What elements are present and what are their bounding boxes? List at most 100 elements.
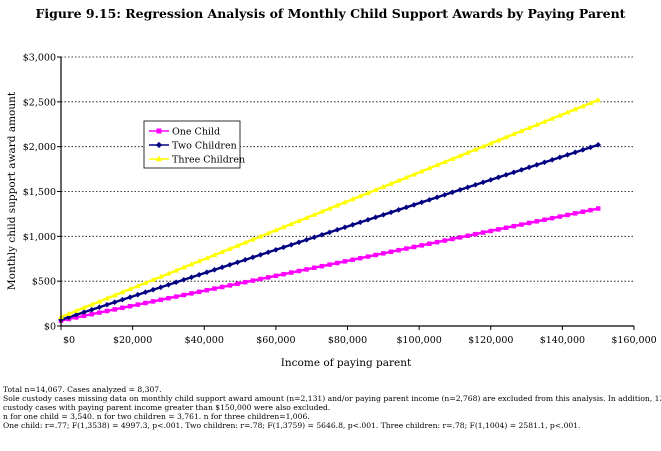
data-point [572, 149, 578, 156]
data-point [288, 221, 295, 227]
data-point [319, 263, 325, 269]
note-line: Sole custody cases missing data on month… [3, 394, 661, 404]
data-point [572, 106, 578, 112]
series-one-child [58, 206, 601, 323]
x-tick-label: $80,000 [328, 335, 367, 346]
data-point [395, 177, 402, 183]
data-point [111, 292, 118, 298]
data-point [196, 289, 202, 295]
data-point [219, 264, 225, 271]
data-point [465, 233, 470, 239]
data-point [396, 247, 401, 253]
data-point [411, 202, 417, 208]
data-point [381, 251, 386, 256]
legend-label: One Child [172, 127, 220, 138]
data-point [319, 231, 325, 238]
data-point [441, 192, 448, 198]
data-point [510, 169, 517, 176]
data-point [127, 303, 133, 309]
data-point [357, 193, 364, 199]
data-point [595, 142, 601, 148]
data-point [388, 209, 394, 216]
data-point [534, 219, 540, 224]
data-point [404, 246, 409, 251]
data-point [173, 279, 179, 286]
data-point [464, 149, 471, 155]
data-point [157, 273, 164, 279]
data-point [212, 286, 217, 291]
data-point [480, 230, 486, 235]
data-point [235, 281, 240, 287]
data-point [365, 190, 371, 196]
data-point [549, 215, 555, 221]
data-point [388, 249, 394, 255]
data-point [296, 217, 302, 223]
data-point [365, 254, 371, 259]
legend-marker [156, 128, 162, 134]
data-point [150, 286, 156, 293]
data-point [188, 261, 195, 267]
data-point [111, 299, 118, 306]
data-point [265, 230, 272, 236]
data-point [595, 206, 601, 211]
data-point [565, 212, 570, 218]
data-point [104, 301, 110, 308]
data-point [81, 309, 87, 316]
data-point [112, 307, 117, 312]
data-point [134, 283, 141, 289]
data-point [134, 291, 141, 298]
gridlines [61, 56, 634, 282]
data-point [196, 271, 202, 278]
data-point [143, 300, 148, 306]
x-tick-label: $20,000 [113, 335, 152, 346]
data-point [564, 152, 571, 158]
legend-label: Three Children [172, 155, 245, 166]
data-point [303, 214, 310, 220]
data-point [342, 259, 348, 264]
y-tick-label: $1,500 [23, 187, 56, 198]
data-point [457, 152, 463, 158]
data-point [349, 221, 356, 228]
data-point [273, 273, 279, 279]
x-tick-label: $120,000 [468, 335, 513, 346]
data-point [541, 118, 548, 124]
data-point [472, 182, 479, 188]
data-point [434, 162, 440, 168]
data-point [327, 262, 332, 267]
series-three-children [58, 97, 601, 320]
data-point [166, 295, 171, 301]
y-tick-label: $0 [44, 322, 56, 333]
data-point [434, 239, 440, 245]
series-two-children [58, 142, 601, 323]
data-point [280, 244, 287, 251]
data-point [449, 155, 456, 161]
data-point [296, 239, 302, 246]
regression-chart: $0 $500 $1,000 $1,500 $2,000 $2,500 $3,000 $0 $2… [6, 53, 657, 370]
data-point [572, 211, 578, 216]
data-point [472, 146, 479, 152]
data-point [480, 143, 486, 149]
data-point [189, 291, 194, 296]
data-point [427, 241, 432, 247]
figure-title: Figure 9.15: Regression Analysis of Mont… [35, 6, 626, 21]
data-point [242, 239, 248, 245]
data-point [81, 304, 87, 310]
data-point [511, 223, 517, 229]
data-point [234, 259, 241, 266]
legend-label: Two Children [172, 141, 237, 152]
data-point [219, 284, 225, 290]
data-point [487, 177, 494, 183]
data-point [180, 264, 187, 270]
axes [57, 56, 635, 330]
data-point [73, 311, 80, 318]
y-tick-label: $500 [32, 277, 56, 288]
data-point [120, 305, 125, 311]
data-point [311, 265, 317, 271]
data-point [580, 209, 586, 214]
data-point [281, 271, 286, 277]
data-point [350, 257, 355, 263]
data-point [188, 274, 195, 281]
data-point [335, 260, 340, 266]
data-point [304, 267, 309, 272]
data-point [73, 307, 80, 313]
